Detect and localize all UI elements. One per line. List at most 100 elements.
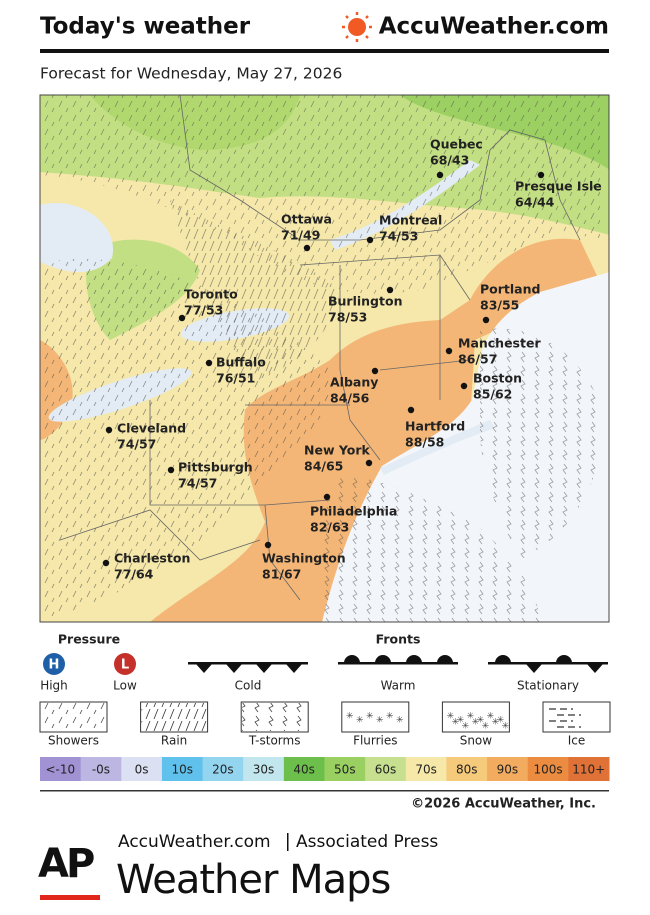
footer-title: Weather Maps <box>116 857 390 903</box>
city-temps: 84/65 <box>304 459 343 474</box>
city-name: Charleston <box>114 551 190 566</box>
scale-label: 100s <box>533 763 562 777</box>
snow-flake: ✳ <box>502 722 510 732</box>
city-temps: 88/58 <box>405 435 444 450</box>
city-dot <box>303 244 311 252</box>
city-name: Presque Isle <box>515 179 602 194</box>
scale-band <box>161 757 204 781</box>
city-temps: 82/63 <box>310 520 349 535</box>
city-dot <box>178 314 186 322</box>
temp-zone-80s <box>150 238 600 622</box>
precip-label: Showers <box>48 734 99 748</box>
precip-label: Flurries <box>353 734 397 748</box>
city-dot <box>407 406 415 414</box>
fronts-title: Fronts <box>376 632 421 647</box>
scale-band <box>405 757 447 781</box>
city-temps: 77/64 <box>114 567 154 582</box>
snow-flake: ✳ <box>376 716 384 726</box>
city-name: Burlington <box>328 294 402 309</box>
ap-logo-bar <box>40 895 100 900</box>
city-name: New York <box>304 443 370 458</box>
brand-logo <box>342 12 372 42</box>
temperature-scale: <-10 -0s 0s 10s 20s 30s 40s 50s 60s 70s 80s 90s 100s… <box>40 757 610 781</box>
source-ap: Associated Press <box>296 832 438 852</box>
low-letter: L <box>121 658 129 673</box>
scale-label: -0s <box>92 763 110 777</box>
city-temps: 71/49 <box>281 228 320 243</box>
scale-band <box>80 757 122 781</box>
source-accuweather: AccuWeather.com <box>118 832 271 852</box>
lake-huron <box>40 203 114 273</box>
snow-flake: ✳ <box>462 722 470 732</box>
snow-flake: ✳ <box>356 716 364 726</box>
city-name: Boston <box>473 371 522 386</box>
scale-label: 80s <box>456 763 478 777</box>
city-name: Philadelphia <box>310 504 397 519</box>
borders <box>59 95 581 601</box>
cold-front-symbol <box>188 662 308 673</box>
scale-band <box>487 757 529 781</box>
scale-band <box>40 757 82 781</box>
city-dot <box>436 171 444 179</box>
city-temps: 64/44 <box>515 195 555 210</box>
snow-flake: ✳ <box>487 712 495 722</box>
scale-band <box>365 757 407 781</box>
title: Today's weather <box>40 14 251 40</box>
ap-logo: AP <box>38 841 94 887</box>
snow-flake: ✳ <box>386 712 394 722</box>
sun-rays <box>342 12 372 42</box>
snow-flake: ✳ <box>447 712 455 722</box>
showers-area <box>40 95 600 294</box>
sun-icon <box>348 18 366 36</box>
scale-label: 0s <box>135 763 149 777</box>
subtitle: Forecast for Wednesday, May 27, 2026 <box>40 65 342 83</box>
map-frame <box>39 94 610 623</box>
scale-band <box>568 757 610 781</box>
scale-label: 50s <box>334 763 356 777</box>
precip-label: Snow <box>460 734 493 748</box>
precip-pattern <box>41 703 106 731</box>
cold-front-label: Cold <box>235 679 262 693</box>
snow-flake: ✳ <box>366 712 374 722</box>
city-dot <box>386 286 394 294</box>
city-name: Manchester <box>458 336 541 351</box>
city-dot <box>371 367 379 375</box>
pressure-title: Pressure <box>58 632 120 647</box>
city-name: Hartford <box>405 419 465 434</box>
city-temps: 86/57 <box>458 352 497 367</box>
warm-front-symbol <box>338 655 458 665</box>
city-dot <box>460 382 468 390</box>
low-symbol <box>114 653 136 675</box>
city-dot <box>105 426 113 434</box>
city-name: Cleveland <box>117 421 186 436</box>
scale-band <box>446 757 488 781</box>
snow-flake: ✳ <box>396 716 404 726</box>
brand: AccuWeather.com <box>379 14 609 40</box>
city-dot <box>366 236 374 244</box>
precip-pattern <box>242 703 308 731</box>
warm-front-label: Warm <box>381 679 416 693</box>
city-name: Pittsburgh <box>178 460 253 475</box>
city-name: Buffalo <box>216 355 266 370</box>
precip-pattern <box>141 703 207 731</box>
city-temps: 74/57 <box>178 476 217 491</box>
precip-label: Rain <box>161 734 187 748</box>
city-name: Quebec <box>430 137 483 152</box>
city-name: Portland <box>480 282 540 297</box>
precip-pattern <box>443 703 509 731</box>
city-dot <box>537 171 545 179</box>
city-name: Toronto <box>184 287 238 302</box>
city-temps: 83/55 <box>480 298 519 313</box>
scale-label: 90s <box>497 763 519 777</box>
city-name: Albany <box>330 375 378 390</box>
city-temps: 68/43 <box>430 153 469 168</box>
city-temps: 85/62 <box>473 387 512 402</box>
stationary-front-label: Stationary <box>517 679 579 693</box>
scale-band <box>202 757 244 781</box>
scale-label: 110+ <box>572 763 605 777</box>
city-temps: 74/57 <box>117 437 156 452</box>
long-island-sound <box>380 420 495 475</box>
map <box>40 95 609 622</box>
